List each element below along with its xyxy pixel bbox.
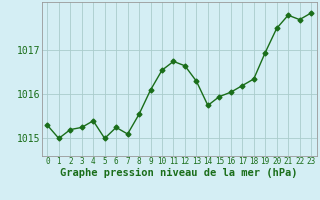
X-axis label: Graphe pression niveau de la mer (hPa): Graphe pression niveau de la mer (hPa) — [60, 168, 298, 178]
